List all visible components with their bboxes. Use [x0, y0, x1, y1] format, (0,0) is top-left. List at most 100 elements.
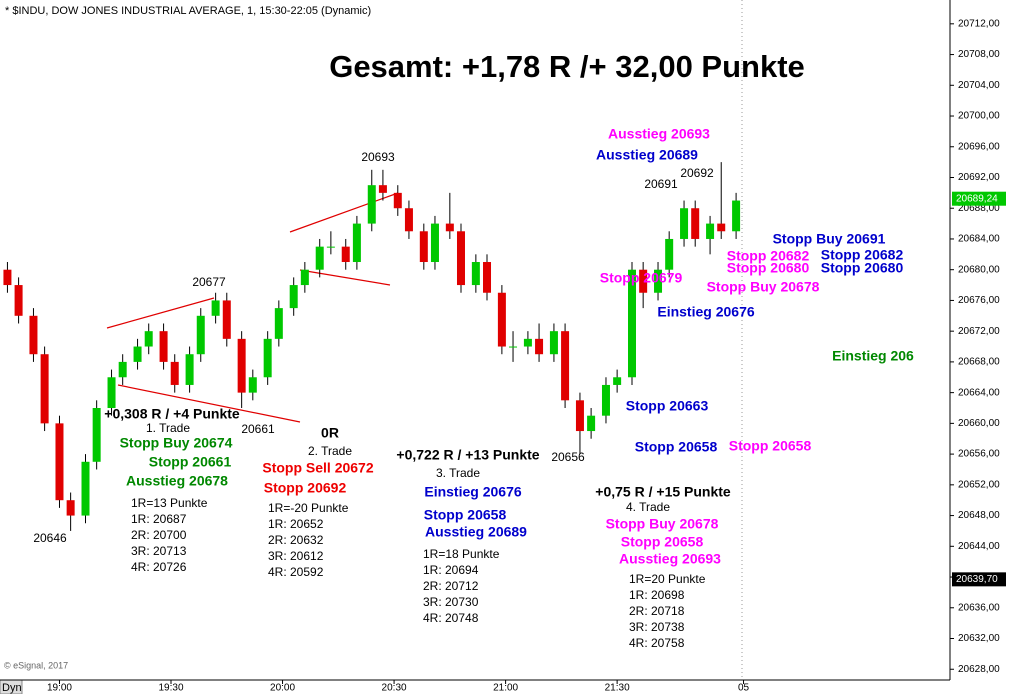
x-tick-label: 05	[738, 683, 750, 694]
candle-body	[393, 192, 402, 209]
candle-body	[159, 331, 168, 362]
annotation: 20646	[33, 531, 67, 545]
trend-line	[299, 269, 391, 286]
candle-body	[497, 292, 506, 347]
annotation: Stopp Buy 20691	[773, 231, 886, 247]
annotation: 4R: 20748	[423, 611, 479, 625]
annotation: Einstieg 20676	[657, 304, 754, 320]
y-tick-label: 20632,00	[958, 633, 1000, 644]
y-tick-label: 20648,00	[958, 510, 1000, 521]
candle-body	[587, 415, 596, 432]
annotation: 20693	[361, 150, 395, 164]
annotation: 2R: 20712	[423, 579, 479, 593]
y-tick-label: 20636,00	[958, 602, 1000, 613]
candle-body	[66, 500, 75, 516]
y-tick-label: 20628,00	[958, 664, 1000, 675]
trend-line	[289, 192, 399, 233]
y-tick-label: 20660,00	[958, 418, 1000, 429]
candle-body	[144, 331, 153, 347]
annotation: 3R: 20730	[423, 595, 479, 609]
y-tick-label: 20644,00	[958, 541, 1000, 552]
candle-body	[523, 338, 532, 347]
candle-body	[133, 346, 142, 362]
candle-body	[107, 377, 116, 408]
candle-body	[378, 185, 387, 193]
candle-body	[509, 346, 518, 348]
y-tick-label: 20652,00	[958, 479, 1000, 490]
annotation: 2R: 20718	[629, 604, 685, 618]
annotation: Stopp 20661	[149, 454, 232, 470]
candle-body	[352, 223, 361, 263]
y-tick-label: 20708,00	[958, 49, 1000, 60]
annotation: Stopp 20658	[424, 507, 507, 523]
annotation: 0R	[321, 425, 339, 441]
y-tick-label: 20680,00	[958, 264, 1000, 275]
y-tick-label: 20712,00	[958, 18, 1000, 29]
x-tick-label: 20:30	[382, 683, 407, 694]
candle-body	[367, 185, 376, 224]
annotation: 1R=20 Punkte	[629, 572, 706, 586]
annotation: 20691	[644, 177, 678, 191]
annotation: 1. Trade	[146, 421, 190, 435]
y-tick-label: 20700,00	[958, 111, 1000, 122]
annotation: 4. Trade	[626, 500, 670, 514]
candle-body	[665, 238, 674, 270]
candle-body	[300, 269, 309, 286]
candle-body	[341, 246, 350, 263]
annotation: Stopp Buy 20678	[707, 279, 820, 295]
annotation: 20677	[192, 275, 226, 289]
annotation: 1R: 20687	[131, 512, 187, 526]
annotation: 2. Trade	[308, 444, 352, 458]
candle-body	[81, 461, 90, 516]
annotation: Stopp Buy 20678	[606, 516, 719, 532]
y-tick-label: 20684,00	[958, 234, 1000, 245]
candle-body	[326, 246, 335, 248]
y-tick-label: 20696,00	[958, 141, 1000, 152]
annotation: Stopp 20658	[621, 534, 704, 550]
candle-body	[274, 308, 283, 339]
x-tick-label: 19:30	[158, 683, 183, 694]
corner-label: Dyn	[2, 682, 22, 694]
trend-lines	[106, 192, 399, 423]
candle-body	[430, 223, 439, 263]
annotation: Stopp 20658	[635, 439, 718, 455]
candle-body	[92, 408, 101, 462]
candle-body	[483, 262, 492, 293]
candle-body	[248, 377, 257, 393]
candle-body	[535, 338, 544, 355]
candle-body	[691, 208, 700, 239]
annotation: Stopp 20682	[821, 247, 904, 263]
candle-body	[289, 285, 298, 309]
annotation: Ausstieg 20689	[425, 524, 527, 540]
annotation: +0,308 R / +4 Punkte	[104, 406, 240, 422]
annotation: 1R: 20652	[268, 517, 324, 531]
annotation: 1R: 20698	[629, 588, 685, 602]
annotation: 20692	[680, 166, 714, 180]
annotation: 4R: 20758	[629, 636, 685, 650]
annotation: Stopp Buy 20674	[120, 435, 233, 451]
candle-body	[471, 262, 480, 286]
candle-body	[170, 361, 179, 385]
annotation: 3R: 20612	[268, 549, 324, 563]
y-tick-label: 20688,00	[958, 203, 1000, 214]
y-tick-label: 20656,00	[958, 449, 1000, 460]
annotation: 1R=18 Punkte	[423, 547, 500, 561]
candle-body	[211, 300, 220, 316]
y-tick-label: 20704,00	[958, 80, 1000, 91]
candle-body	[601, 384, 610, 416]
candle-body	[263, 338, 272, 378]
x-tick-label: 21:00	[493, 683, 518, 694]
chart-title: Gesamt: +1,78 R /+ 32,00 Punkte	[329, 49, 805, 84]
candle-body	[613, 377, 622, 385]
candle-body	[561, 331, 570, 401]
candle-body	[575, 400, 584, 432]
annotation: Stopp 20679	[600, 270, 683, 286]
annotation: 4R: 20726	[131, 560, 187, 574]
annotation: Stopp Sell 20672	[262, 460, 373, 476]
candle-body	[237, 338, 246, 393]
candle-body	[628, 269, 636, 378]
annotation: Ausstieg 20693	[619, 551, 721, 567]
annotation: 20656	[551, 450, 585, 464]
candle-body	[639, 269, 648, 293]
annotation: 3. Trade	[436, 466, 480, 480]
